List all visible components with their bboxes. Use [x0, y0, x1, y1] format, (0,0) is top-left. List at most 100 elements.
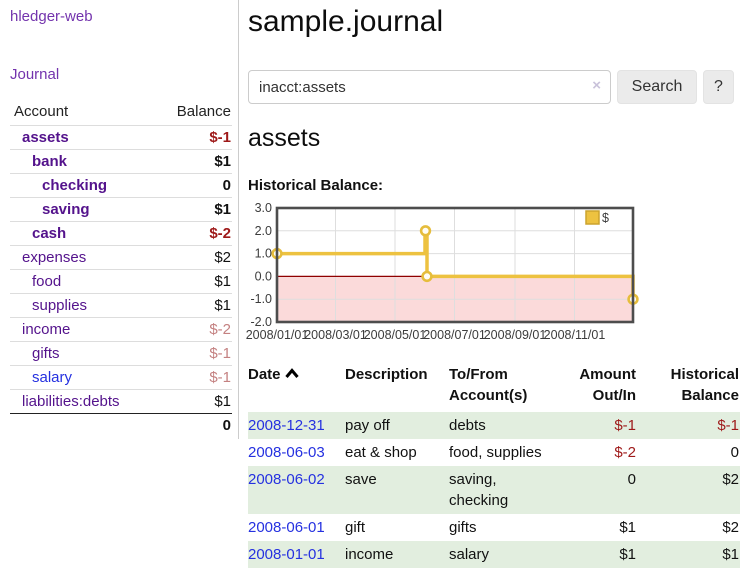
transaction-description: gift [345, 519, 366, 536]
register-col-balance: Historical Balance [670, 366, 739, 404]
transaction-balance: $2 [722, 519, 739, 536]
register-col-date-label: Date [248, 366, 281, 383]
account-balance: $-1 [154, 341, 232, 366]
account-balance: $2 [154, 245, 232, 270]
register-header-row: Date Description To/From Account(s) Amou… [248, 362, 740, 412]
account-balance: $-1 [154, 125, 232, 150]
y-tick-label: -1.0 [250, 292, 272, 306]
account-link-expenses[interactable]: expenses [22, 249, 87, 266]
account-balance: $1 [154, 149, 232, 174]
legend-swatch [585, 210, 600, 225]
search-button[interactable]: Search [617, 70, 697, 104]
accounts-total-row: 0 [10, 414, 232, 438]
chart-data-point [419, 225, 432, 237]
account-balance: $-2 [154, 221, 232, 246]
transaction-date-link[interactable]: 2008-06-03 [248, 444, 325, 461]
account-row-assets: assets $-1 [10, 125, 232, 150]
account-row-gifts: gifts $-1 [10, 341, 232, 366]
historical-balance-chart: $ 3.0 2.0 1.0 0.0 -1.0 -2.0 2008/01/01 2… [246, 201, 639, 342]
register-row: 2008-01-01 income salary $1 $1 [248, 541, 740, 568]
account-row-expenses: expenses $2 [10, 245, 232, 270]
x-tick-label: 2008/05/01 [364, 328, 427, 342]
y-tick-label: 1.0 [255, 247, 272, 261]
x-tick-label: 2008/03/01 [304, 328, 367, 342]
x-tick-label: 2008/11/01 [544, 328, 606, 342]
account-link-bank[interactable]: bank [32, 153, 68, 170]
transaction-amount: $1 [619, 546, 636, 563]
transaction-account: gifts [449, 519, 477, 536]
transaction-balance: $1 [722, 546, 739, 563]
account-row-checking: checking 0 [10, 173, 232, 198]
transaction-date-link[interactable]: 2008-06-02 [248, 471, 325, 488]
register-col-account: To/From Account(s) [449, 366, 528, 404]
search-bar: × Search ? [248, 70, 734, 104]
x-tick-label: 2008/01/01 [246, 328, 309, 342]
transaction-account: saving, checking [449, 471, 509, 509]
sort-ascending-icon [284, 364, 299, 385]
account-link-food[interactable]: food [32, 273, 62, 290]
account-heading: assets [248, 124, 321, 152]
register-row: 2008-12-31 pay off debts $-1 $-1 [248, 412, 740, 439]
account-balance: $1 [154, 197, 232, 222]
account-link-liabilities-debts[interactable]: liabilities:debts [22, 393, 120, 410]
transaction-description: income [345, 546, 394, 563]
x-tick-label: 2008/09/01 [484, 328, 547, 342]
clear-search-icon[interactable]: × [592, 77, 601, 94]
account-link-supplies[interactable]: supplies [32, 297, 88, 314]
register-table: Date Description To/From Account(s) Amou… [248, 362, 740, 568]
transaction-balance: 0 [730, 444, 739, 461]
account-row-saving: saving $1 [10, 197, 232, 222]
account-balance: $1 [154, 389, 232, 414]
transaction-date-link[interactable]: 2008-01-01 [248, 546, 325, 563]
help-button[interactable]: ? [703, 70, 734, 104]
transaction-account: salary [449, 546, 490, 563]
account-link-salary[interactable]: salary [32, 369, 73, 386]
account-link-saving[interactable]: saving [42, 201, 90, 218]
search-input[interactable] [248, 70, 611, 104]
brand-link[interactable]: hledger-web [10, 8, 93, 25]
transaction-amount: 0 [627, 471, 636, 488]
transaction-date-link[interactable]: 2008-06-01 [248, 519, 325, 536]
account-row-bank: bank $1 [10, 149, 232, 174]
transaction-account: debts [449, 417, 486, 434]
y-tick-label: 2.0 [255, 224, 272, 238]
account-balance: $-1 [154, 365, 232, 390]
account-link-income[interactable]: income [22, 321, 71, 338]
transaction-description: pay off [345, 417, 390, 434]
chart-title: Historical Balance: [248, 177, 384, 194]
transaction-description: eat & shop [345, 444, 417, 461]
register-col-date[interactable]: Date [248, 362, 345, 412]
register-row: 2008-06-01 gift gifts $1 $2 [248, 514, 740, 541]
accounts-col-balance: Balance [154, 100, 232, 126]
transaction-amount: $-2 [614, 444, 636, 461]
y-tick-label: -2.0 [250, 315, 272, 329]
account-row-salary: salary $-1 [10, 365, 232, 390]
legend-label: $ [602, 211, 609, 225]
account-row-supplies: supplies $1 [10, 293, 232, 318]
account-link-cash[interactable]: cash [32, 225, 67, 242]
register-col-description: Description [345, 366, 428, 383]
y-tick-label: 0.0 [255, 269, 272, 283]
sidebar-divider [238, 0, 239, 439]
transaction-date-link[interactable]: 2008-12-31 [248, 417, 325, 434]
sidebar-item-journal[interactable]: Journal [10, 66, 60, 83]
search-input-wrap: × [248, 70, 611, 104]
account-balance: $1 [154, 269, 232, 294]
register-col-amount: Amount Out/In [579, 366, 636, 404]
account-link-gifts[interactable]: gifts [32, 345, 60, 362]
account-balance: $-2 [154, 317, 232, 342]
register-row: 2008-06-02 save saving, checking 0 $2 [248, 466, 740, 514]
page-title: sample.journal [248, 5, 444, 38]
account-balance: 0 [154, 173, 232, 198]
y-tick-label: 3.0 [255, 201, 272, 215]
accounts-col-account: Account [10, 100, 155, 126]
transaction-balance: $2 [722, 471, 739, 488]
account-row-food: food $1 [10, 269, 232, 294]
account-row-liabilities-debts: liabilities:debts $1 [10, 389, 232, 414]
transaction-account: food, supplies [449, 444, 542, 461]
account-link-assets[interactable]: assets [22, 129, 69, 146]
chart-frame [275, 206, 635, 324]
account-link-checking[interactable]: checking [42, 177, 108, 194]
account-row-cash: cash $-2 [10, 221, 232, 246]
